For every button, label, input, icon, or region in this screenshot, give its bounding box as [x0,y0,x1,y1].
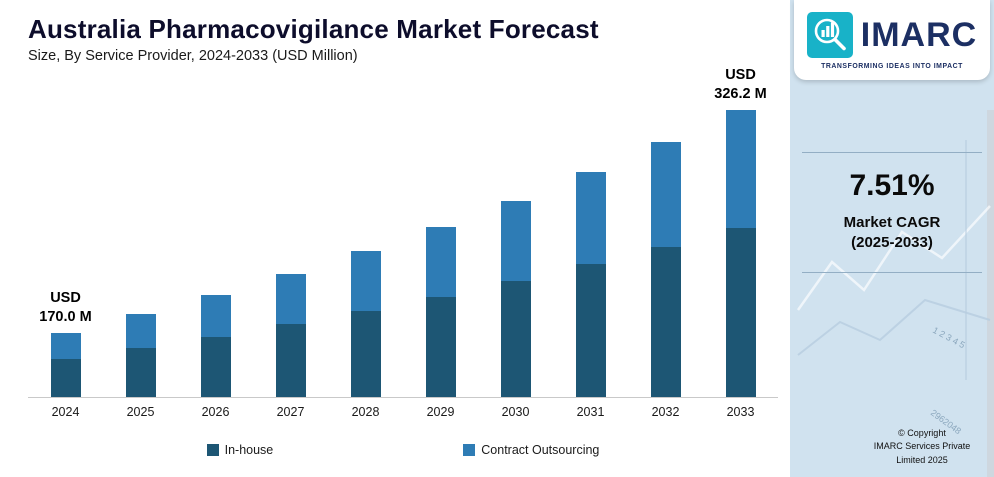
cagr-label: Market CAGR (2025-2033) [790,213,994,254]
legend-item-contract-outsourcing: Contract Outsourcing [463,443,599,457]
bar-column [103,314,178,397]
legend-label-in-house: In-house [224,443,274,457]
bar-stack [350,251,381,397]
bar-annotation: USD 326.2 M [714,66,766,104]
svg-text:1 2 3 4 5: 1 2 3 4 5 [931,325,967,350]
x-axis-label: 2024 [51,405,80,419]
bar-segment-contract-outsourcing [425,227,456,297]
bar-stack [425,227,456,397]
bar-column: USD 326.2 M [703,66,778,397]
copyright: © Copyright IMARC Services Private Limit… [790,427,994,477]
chart-panel: Australia Pharmacovigilance Market Forec… [28,14,778,457]
cagr-top-rule [802,152,982,153]
bar-column [553,172,628,397]
x-axis-label: 2025 [126,405,155,419]
bar-segment-in-house [725,228,756,397]
x-axis-label: 2027 [276,405,305,419]
legend-swatch-contract-outsourcing [463,444,476,456]
bar-segment-in-house [650,247,681,397]
cagr-bottom-rule [802,271,982,273]
bar-segment-in-house [50,359,81,397]
imarc-tagline: TRANSFORMING IDEAS INTO IMPACT [821,63,963,70]
bar-segment-contract-outsourcing [200,295,231,337]
bar-column: USD 170.0 M [28,289,103,397]
bar-column [178,295,253,397]
annotation-line1: USD [725,67,756,84]
sidebar: 1 2 3 4 5 2962048 IMARC TRANSFORMING [790,0,994,477]
bar-stack [575,172,606,397]
bar-segment-contract-outsourcing [50,333,81,359]
imarc-logo: IMARC TRANSFORMING IDEAS INTO IMPACT [794,0,990,80]
bar-column [478,201,553,397]
annotation-line2: 170.0 M [39,309,92,326]
legend-swatch-in-house [206,444,219,456]
bar-stack [725,110,756,397]
annotation-line1: USD [50,290,81,307]
bar-segment-contract-outsourcing [575,172,606,264]
bar-segment-in-house [350,311,381,397]
cagr-block: 7.51% Market CAGR (2025-2033) [790,152,994,273]
bar-segment-contract-outsourcing [275,274,306,324]
bar-column [403,227,478,397]
page-title: Australia Pharmacovigilance Market Forec… [28,14,599,44]
bar-segment-contract-outsourcing [650,142,681,247]
copyright-line2: IMARC Services Private Limited 2025 [873,441,971,465]
imarc-logo-row: IMARC [802,12,982,58]
chart-subtitle: Size, By Service Provider, 2024-2033 (US… [28,48,358,64]
x-axis-labels: 2024 2025 2026 2027 2028 2029 2030 2031 2032 2033 [28,405,778,419]
bar-segment-contract-outsourcing [350,251,381,311]
bar-segment-contract-outsourcing [125,314,156,348]
x-axis-label: 2033 [726,405,755,419]
bar-segment-in-house [425,297,456,397]
annotation-line2: 326.2 M [714,86,767,103]
imarc-logo-icon [806,12,853,58]
bar-annotation: USD 170.0 M [39,289,91,327]
bar-column [328,251,403,397]
x-axis-label: 2030 [501,405,530,419]
bar-segment-in-house [200,337,231,397]
bar-stack [125,314,156,397]
bar-stack [200,295,231,397]
cagr-label-line2: (2025-2033) [851,234,933,252]
legend-item-in-house: In-house [206,443,274,457]
imarc-logo-text: IMARC [860,15,978,54]
cagr-label-line1: Market CAGR [843,214,941,231]
bar-stack [275,274,306,397]
x-axis-label: 2029 [426,405,455,419]
x-axis-label: 2026 [201,405,230,419]
bar-chart: USD 170.0 M USD 326.2 M [28,66,778,398]
bar-segment-in-house [125,348,156,397]
chart-legend: In-house Contract Outsourcing [28,443,778,457]
bar-segment-in-house [275,324,306,397]
bar-stack [650,142,681,397]
bar-column [253,274,328,397]
copyright-line1: © Copyright [898,427,946,438]
legend-label-contract-outsourcing: Contract Outsourcing [481,443,600,457]
x-axis-label: 2031 [576,405,605,419]
bar-stack [50,333,81,397]
bar-segment-contract-outsourcing [725,110,756,228]
x-axis-label: 2028 [351,405,380,419]
bar-stack [500,201,531,397]
bar-segment-contract-outsourcing [500,201,531,281]
bar-segment-in-house [500,281,531,397]
cagr-value: 7.51% [849,169,935,202]
bar-column [628,142,703,397]
bar-segment-in-house [575,264,606,397]
x-axis-label: 2032 [651,405,680,419]
